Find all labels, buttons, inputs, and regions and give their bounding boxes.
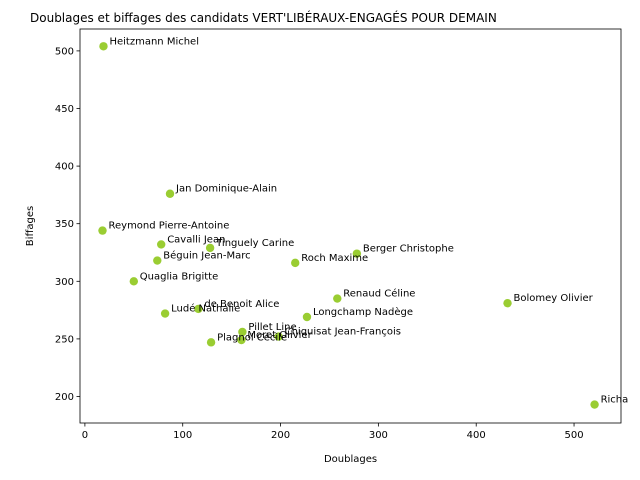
plot-area	[98, 42, 599, 409]
scatter-point	[194, 304, 203, 314]
point-label: Longchamp Nadège	[313, 306, 413, 318]
scatter-point	[205, 243, 215, 253]
point-label: Cavalli Jean	[167, 234, 225, 245]
x-axis-label: Doublages	[324, 454, 377, 465]
y-axis: 200 250 300 350 400 450 500	[55, 46, 80, 403]
scatter-point	[352, 249, 362, 258]
scatter-point	[503, 298, 512, 308]
x-tick-label: 100	[173, 430, 192, 441]
scatter-point	[238, 327, 247, 337]
point-label: Béguin Jean-Marc	[163, 250, 250, 262]
x-tick-label: 0	[82, 430, 88, 441]
point-labels: Heitzmann Michel Jan Dominique-Alain Reymo…	[109, 36, 629, 405]
x-tick-label: 400	[467, 430, 486, 441]
scatter-point	[590, 400, 599, 409]
x-tick-label: 300	[369, 430, 388, 441]
scatter-point	[291, 258, 300, 268]
y-tick-label: 300	[55, 277, 74, 288]
point-label: Reymond Pierre-Antoine	[109, 221, 230, 232]
scatter-point	[129, 277, 139, 286]
point-label: Quaglia Brigitte	[140, 271, 218, 282]
point-label: Berger Christophe	[363, 244, 454, 255]
scatter-point	[274, 332, 283, 341]
point-label: Pillet Line	[248, 322, 296, 333]
y-tick-label: 450	[55, 104, 74, 115]
point-label: Plagnol Cécile	[217, 331, 287, 343]
y-tick-label: 200	[55, 392, 74, 403]
point-label: Heitzmann Michel	[109, 36, 199, 47]
y-axis-label: Biffages	[25, 206, 36, 246]
point-label: Jan Dominique-Alain	[175, 184, 277, 195]
y-tick-label: 500	[55, 46, 74, 57]
point-label: Bolomey Olivier	[514, 293, 594, 304]
scatter-point	[160, 309, 170, 318]
point-label: Ludé Nathalie	[171, 303, 240, 315]
point-label: Tinguely Carine	[215, 238, 294, 249]
plot-frame	[79, 28, 622, 424]
scatter-point	[333, 294, 342, 303]
x-tick-label: 200	[271, 430, 290, 441]
scatter-point	[153, 256, 162, 265]
point-label: Chiquisat Jean-François	[285, 327, 401, 338]
x-tick-label: 500	[564, 430, 583, 441]
scatter-point	[237, 335, 246, 345]
point-label: Moret Olivier	[247, 330, 312, 341]
chart-title: Doublages et biffages des candidats VERT…	[30, 10, 497, 25]
point-label: de Benoit Alice	[204, 299, 279, 310]
scatter-point	[302, 312, 312, 322]
x-axis: 0 100 200 300 400 500	[82, 423, 584, 441]
scatter-point	[156, 240, 166, 249]
point-label: Roch Maxime	[301, 253, 368, 264]
y-tick-label: 350	[55, 219, 74, 230]
point-label: Richa	[601, 395, 629, 406]
scatter-point	[98, 226, 107, 235]
scatter-point	[165, 189, 175, 198]
y-tick-label: 250	[55, 334, 74, 345]
y-tick-label: 400	[55, 162, 74, 173]
point-label: Renaud Céline	[343, 288, 415, 300]
scatter-point	[99, 42, 108, 51]
scatter-point	[206, 338, 216, 347]
